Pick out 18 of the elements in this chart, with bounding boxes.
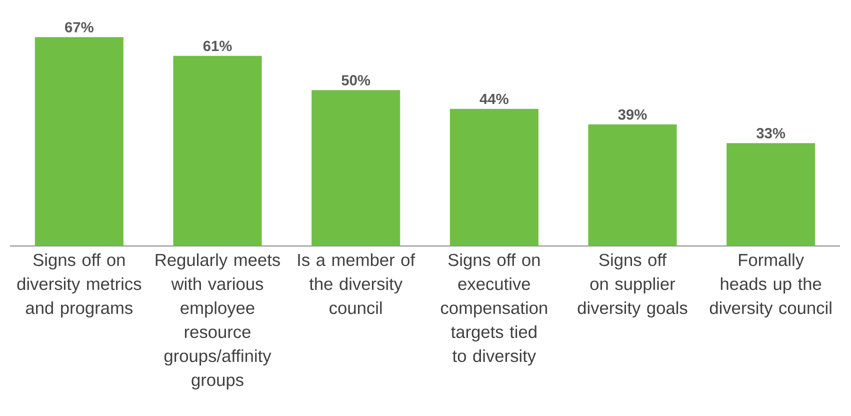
x-tick-label: Formally heads up the diversity council (710, 253, 832, 318)
data-label: 39% (618, 109, 647, 120)
bar (450, 108, 538, 246)
data-label: 61% (203, 40, 232, 52)
x-tick-label: Regularly meets with various employee resource groups/affinity groups (156, 253, 280, 390)
bar (726, 143, 816, 246)
bar (34, 37, 124, 246)
x-tick-label: Signs off on executive compensation targets tied to diversity (440, 253, 547, 366)
bar (588, 124, 677, 246)
data-label: 67% (65, 22, 94, 32)
data-label: 50% (342, 75, 370, 86)
bar (312, 90, 400, 246)
data-label: 33% (756, 128, 786, 138)
data-label: 44% (480, 94, 508, 104)
x-tick-label: Signs off on supplier diversity goals (578, 253, 688, 318)
x-tick-label: Is a member of the diversity council (298, 253, 416, 314)
x-tick-label: Signs off on diversity metrics and programs (17, 253, 142, 318)
bar (173, 56, 262, 246)
